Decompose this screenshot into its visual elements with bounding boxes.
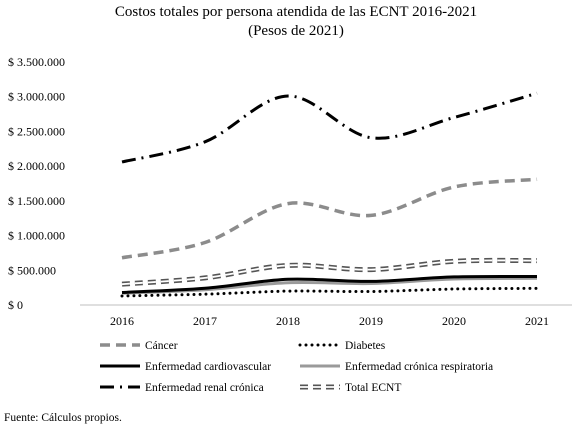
y-tick-label: $ 3.000.000 xyxy=(8,90,65,104)
legend-label: Enfermedad crónica respiratoria xyxy=(345,361,493,373)
x-tick-label: 2021 xyxy=(525,314,549,328)
legend-item-enfermedad-cronica-respiratoria: Enfermedad crónica respiratoria xyxy=(300,361,493,373)
source-note: Fuente: Cálculos propios. xyxy=(4,412,122,424)
y-tick-label: $ 3.500.000 xyxy=(8,55,65,69)
series-diabetes xyxy=(120,286,539,298)
series-line-enfermedad-cardiovascular xyxy=(121,274,538,295)
x-tick-label: 2019 xyxy=(359,314,383,328)
y-tick-label: $ 1.000.000 xyxy=(8,229,65,243)
series-line-total-ecnt-inner xyxy=(121,259,538,286)
legend-item-enfermedad-cardiovascular: Enfermedad cardiovascular xyxy=(100,361,271,373)
y-tick-label: $ 0 xyxy=(8,298,23,312)
series-line-enfermedad-renal-cronica xyxy=(121,91,538,164)
legend-item-total-ecnt: Total ECNT xyxy=(300,382,401,394)
x-tick-label: 2017 xyxy=(193,314,217,328)
x-axis-ticks: 2016 2017 2018 2019 2020 2021 xyxy=(110,314,549,328)
legend-item-cancer: Cáncer xyxy=(100,340,178,352)
y-tick-label: $ 500.000 xyxy=(8,263,56,277)
legend: Cáncer Diabetes Enfermedad cardiovascular E… xyxy=(100,340,493,394)
series-cancer xyxy=(121,177,538,260)
legend-label: Enfermedad renal crónica xyxy=(145,382,264,394)
chart-title: Costos totales por persona atendida de l… xyxy=(115,4,477,20)
series-line-cancer xyxy=(121,177,538,260)
legend-label: Cáncer xyxy=(145,340,178,352)
series-enfermedad-cardiovascular xyxy=(121,274,538,295)
chart-subtitle: (Pesos de 2021) xyxy=(248,23,344,39)
y-tick-label: $ 1.500.000 xyxy=(8,194,65,208)
legend-label: Diabetes xyxy=(345,340,386,352)
x-tick-label: 2016 xyxy=(110,314,134,328)
y-axis-ticks: $ 0 $ 500.000 $ 1.000.000 $ 1.500.000 $ 2.00… xyxy=(8,55,65,312)
x-tick-label: 2020 xyxy=(442,314,466,328)
y-tick-label: $ 2.000.000 xyxy=(8,159,65,173)
legend-item-diabetes: Diabetes xyxy=(298,340,386,352)
y-tick-label: $ 2.500.000 xyxy=(8,124,65,138)
x-tick-label: 2018 xyxy=(276,314,300,328)
series-lines xyxy=(120,91,539,298)
legend-label: Total ECNT xyxy=(345,382,401,394)
series-total-ecnt xyxy=(121,257,538,287)
series-line-diabetes xyxy=(120,286,539,298)
legend-label: Enfermedad cardiovascular xyxy=(145,361,271,373)
series-enfermedad-renal-cronica xyxy=(121,91,538,164)
legend-item-enfermedad-renal-cronica: Enfermedad renal crónica xyxy=(100,382,264,394)
